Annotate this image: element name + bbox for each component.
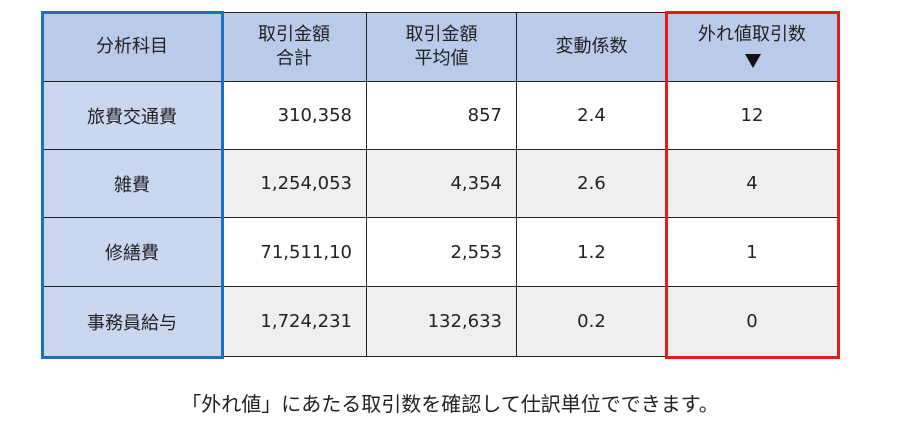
header-cell: 取引金額 合計 [222, 12, 367, 82]
data-cell: 132,633 [367, 287, 517, 357]
sort-icon [745, 54, 761, 68]
data-cell: 4,354 [367, 150, 517, 218]
data-cell: 0.2 [517, 287, 667, 357]
data-cell: 2,553 [367, 218, 517, 287]
data-cell: 1,724,231 [222, 287, 367, 357]
header-text: 合計 [276, 48, 312, 69]
caption: 「外れ値」にあたる取引数を確認して仕訳単位でできます。 [181, 392, 719, 416]
data-cell: 310,358 [222, 82, 367, 150]
data-cell: 857 [367, 82, 517, 150]
data-cell: 1 [667, 218, 838, 287]
data-cell: 12 [667, 82, 838, 150]
row-label: 旅費交通費 [42, 82, 222, 150]
header-cell: 外れ値取引数 [667, 12, 838, 82]
data-cell: 1,254,053 [222, 150, 367, 218]
row-label: 事務員給与 [42, 287, 222, 357]
data-cell: 4 [667, 150, 838, 218]
data-cell: 2.6 [517, 150, 667, 218]
header-text: 取引金額 [405, 24, 478, 45]
header-cell: 取引金額 平均値 [367, 12, 517, 82]
header-cell: 変動係数 [517, 12, 667, 82]
header-text: 変動係数 [555, 36, 628, 57]
header-text: 平均値 [414, 48, 469, 69]
row-label: 雑費 [42, 150, 222, 218]
header-text: 外れ値取引数 [698, 24, 806, 45]
data-cell: 0 [667, 287, 838, 357]
row-label: 修繕費 [42, 218, 222, 287]
header-cell: 分析科目 [42, 12, 222, 82]
header-text: 取引金額 [258, 24, 330, 45]
header-text: 分析科目 [96, 36, 168, 57]
data-cell: 2.4 [517, 82, 667, 150]
data-cell: 1.2 [517, 218, 667, 287]
data-cell: 71,511,10 [222, 218, 367, 287]
